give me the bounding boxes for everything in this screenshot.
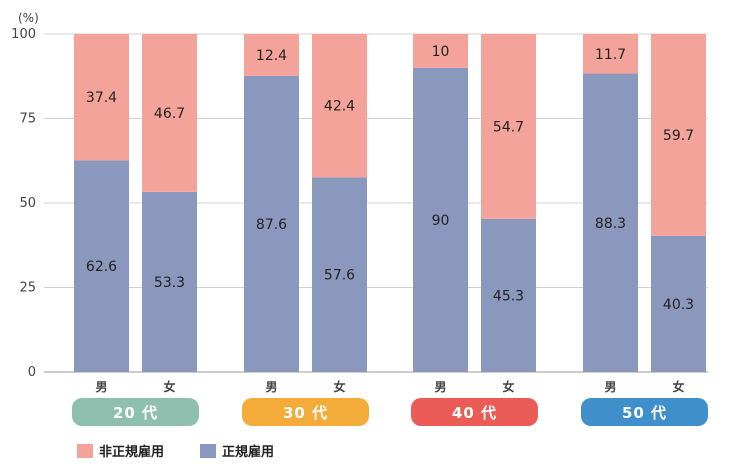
bar-value-label-non-regular: 46.7 — [154, 106, 185, 122]
bar-segment-regular — [413, 67, 468, 373]
y-tick-label: 0 — [28, 365, 36, 380]
y-tick-label: 100 — [11, 27, 36, 42]
bar-value-label-non-regular: 42.4 — [324, 99, 355, 115]
y-tick-label: 75 — [19, 112, 36, 127]
bar-segment-regular — [481, 218, 536, 372]
bar-segment-regular — [651, 235, 706, 372]
group-label: 40 代 — [452, 404, 497, 422]
legend-label: 正規雇用 — [222, 444, 274, 460]
group-badge — [411, 398, 538, 426]
category-label: 女 — [502, 379, 514, 394]
bar-segment-non-regular — [142, 34, 197, 192]
bar-value-label-regular: 87.6 — [256, 217, 287, 233]
bar-value-label-regular: 53.3 — [154, 275, 185, 291]
group-badge — [242, 398, 369, 426]
group-label: 20 代 — [113, 404, 158, 422]
bar-value-label-regular: 45.3 — [493, 288, 524, 304]
group-badge — [72, 398, 199, 426]
bar-value-label-regular: 57.6 — [324, 268, 355, 284]
y-tick-label: 25 — [19, 281, 36, 296]
category-label: 女 — [333, 379, 345, 394]
bar-value-label-non-regular: 10 — [432, 44, 450, 60]
category-label: 女 — [163, 379, 175, 394]
bar-segment-non-regular — [481, 34, 536, 219]
category-label: 女 — [672, 379, 684, 394]
bar-value-label-non-regular: 59.7 — [663, 128, 694, 144]
bar-segment-regular — [583, 73, 638, 373]
category-label: 男 — [265, 380, 277, 394]
category-label: 男 — [95, 380, 107, 394]
legend-swatch — [77, 444, 93, 458]
bar-segment-regular — [244, 75, 299, 373]
group-label: 30 代 — [283, 404, 328, 422]
legend-label: 非正規雇用 — [99, 444, 164, 460]
bar-segment-non-regular — [74, 34, 129, 161]
bar-segment-non-regular — [583, 34, 638, 74]
legend-swatch — [200, 444, 216, 458]
bar-value-label-regular: 62.6 — [86, 259, 117, 275]
y-tick-label: 50 — [19, 196, 36, 211]
bar-segment-regular — [312, 177, 367, 372]
group-label: 50 代 — [622, 404, 667, 422]
bar-value-label-non-regular: 11.7 — [595, 47, 626, 63]
category-label: 男 — [604, 380, 616, 394]
bar-value-label-non-regular: 37.4 — [86, 90, 117, 106]
bar-value-label-regular: 88.3 — [595, 216, 626, 232]
bar-segment-regular — [142, 191, 197, 372]
bar-value-label-regular: 90 — [432, 213, 450, 229]
bar-segment-non-regular — [312, 34, 367, 178]
bar-segment-regular — [74, 160, 129, 372]
y-unit-label: (%) — [18, 11, 39, 25]
group-badge — [581, 398, 708, 426]
bar-value-label-regular: 40.3 — [663, 297, 694, 313]
bar-value-label-non-regular: 54.7 — [493, 119, 524, 135]
bar-segment-non-regular — [244, 34, 299, 76]
bar-segment-non-regular — [651, 34, 706, 236]
bar-segment-non-regular — [413, 34, 468, 68]
category-label: 男 — [434, 380, 446, 394]
bar-value-label-non-regular: 12.4 — [256, 48, 287, 64]
